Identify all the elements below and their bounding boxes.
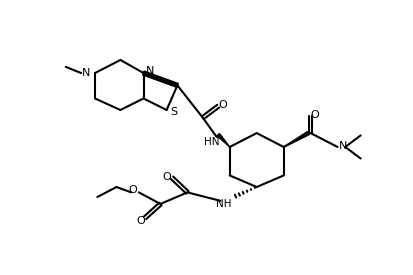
Text: O: O <box>311 110 320 120</box>
Text: N: N <box>339 141 347 151</box>
Text: HN: HN <box>204 137 219 147</box>
Text: O: O <box>162 172 171 182</box>
Text: O: O <box>136 216 145 226</box>
Text: N: N <box>82 68 90 78</box>
Text: S: S <box>170 106 177 117</box>
Text: O: O <box>218 100 227 110</box>
Text: O: O <box>128 185 137 195</box>
Text: N: N <box>146 67 154 76</box>
Polygon shape <box>284 132 309 147</box>
Polygon shape <box>217 133 230 147</box>
Text: NH: NH <box>216 199 231 209</box>
